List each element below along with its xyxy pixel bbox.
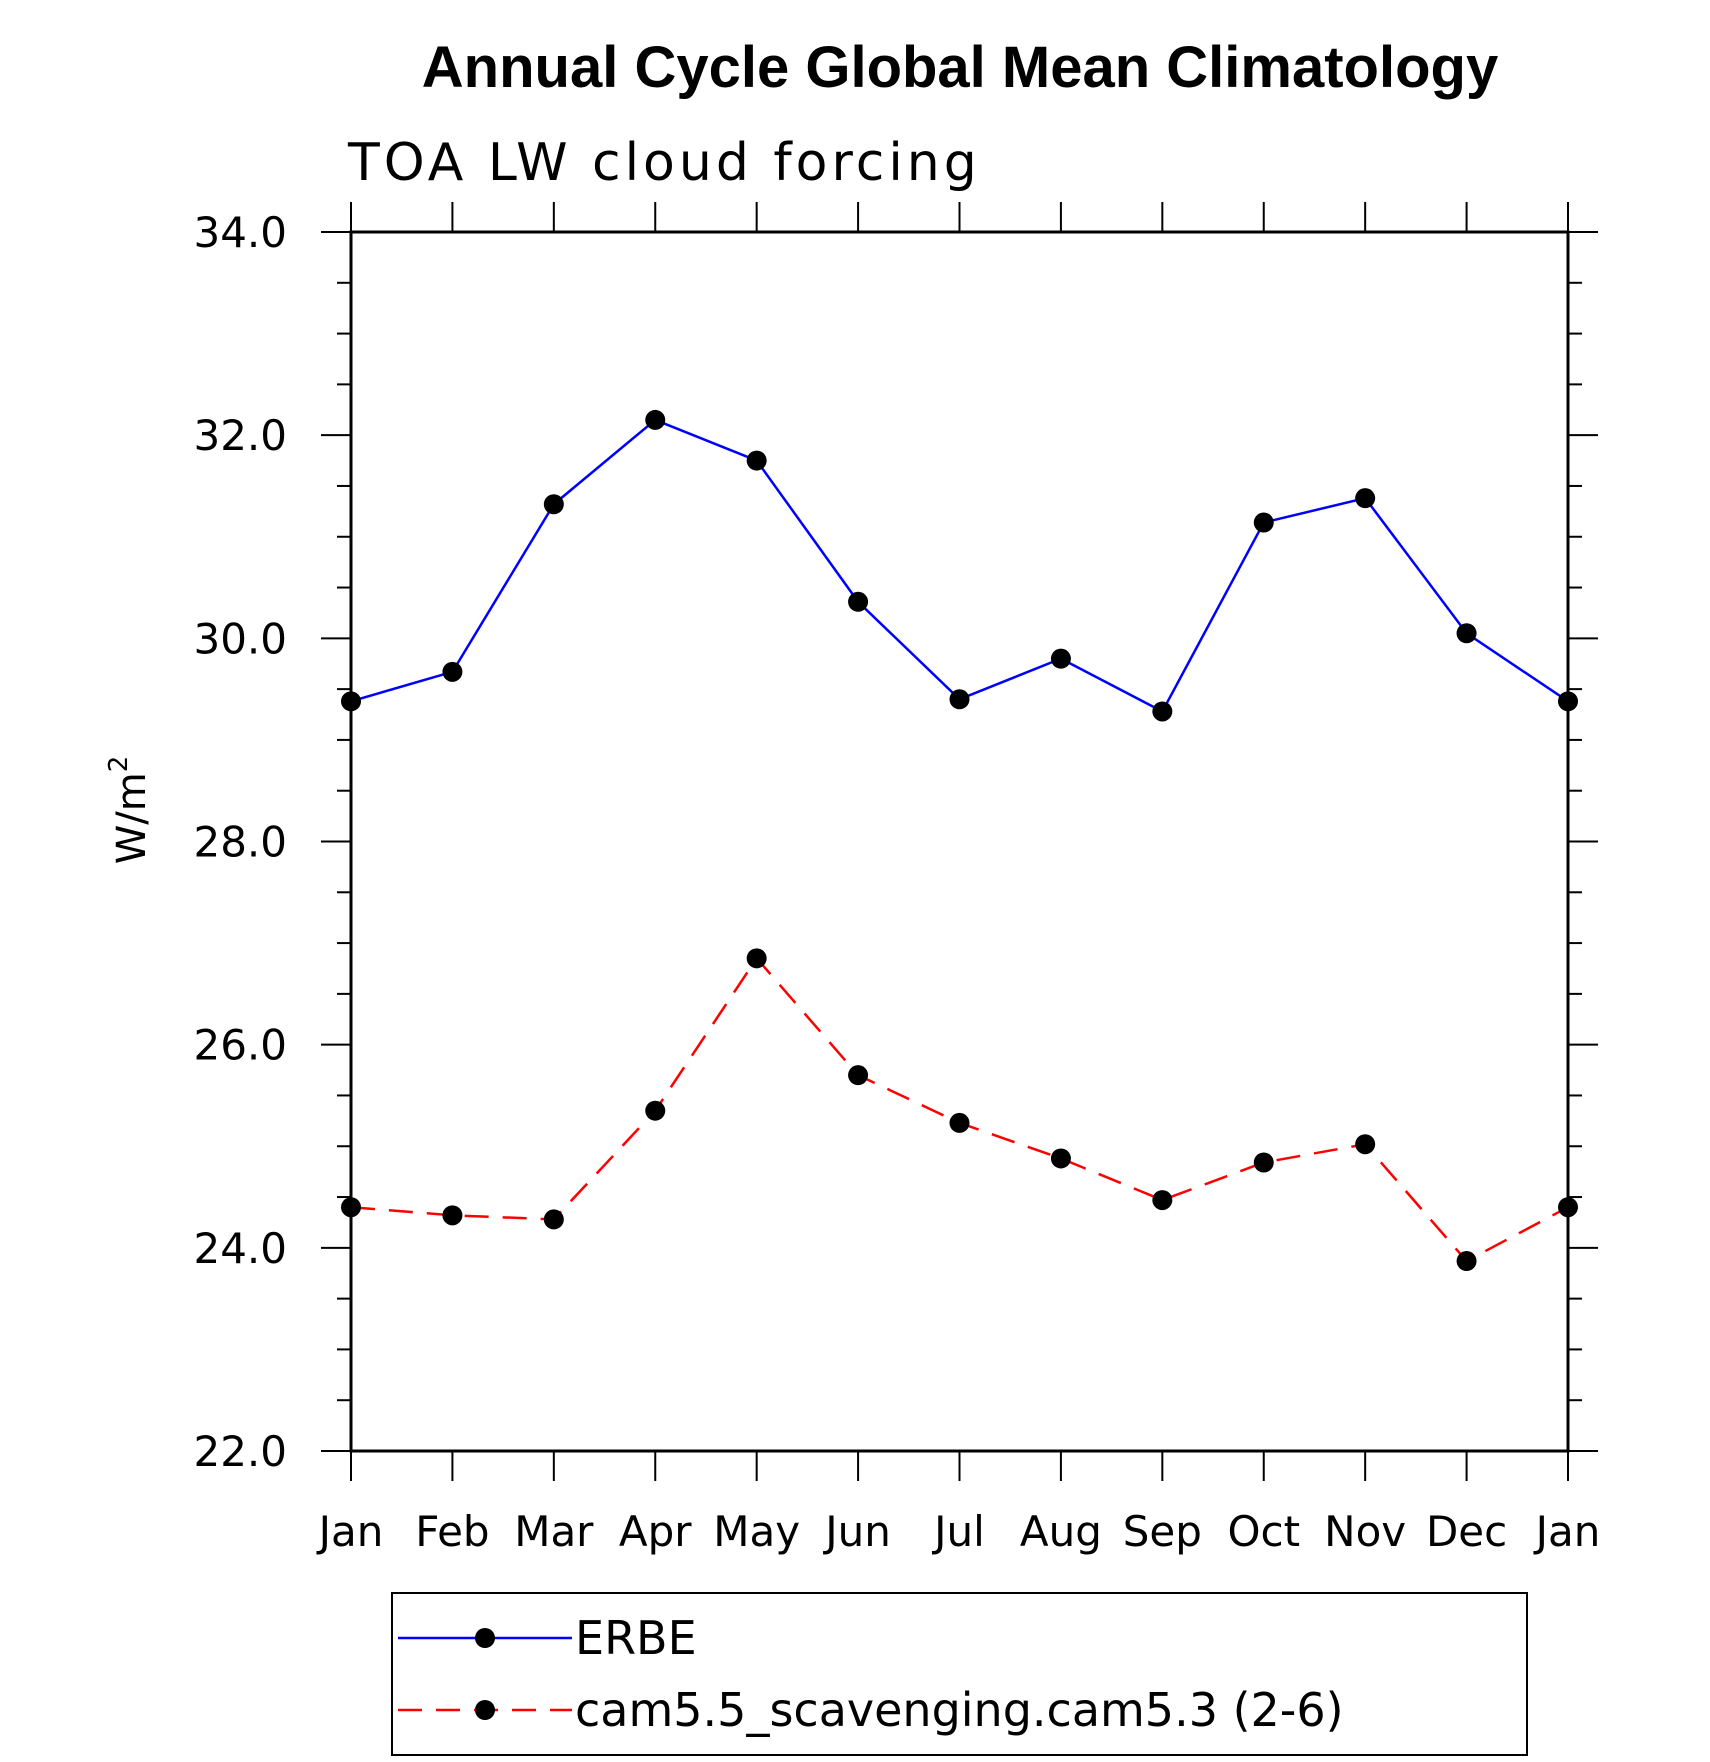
x-tick-label: May: [713, 1507, 800, 1556]
x-tick-label: Nov: [1324, 1507, 1406, 1556]
chart-title: Annual Cycle Global Mean Climatology: [422, 35, 1498, 100]
y-tick-label: 28.0: [193, 818, 287, 867]
y-tick-labels: 22.0 24.0 26.0 28.0 30.0 32.0 34.0: [193, 208, 287, 1476]
x-tick-label: Mar: [514, 1507, 594, 1556]
y-tick-label: 30.0: [193, 614, 287, 663]
data-point: [1152, 1190, 1173, 1211]
y-tick-label: 24.0: [193, 1224, 287, 1273]
x-tick-label: Oct: [1227, 1507, 1300, 1556]
y-axis-label-text: W/m: [109, 772, 155, 864]
x-tick-label: Jun: [822, 1507, 891, 1556]
data-point: [442, 661, 463, 682]
data-point: [1050, 648, 1071, 669]
data-point: [1253, 1152, 1274, 1173]
y-tick-label: 26.0: [193, 1021, 287, 1070]
legend-label: ERBE: [575, 1611, 697, 1665]
legend-marker: [475, 1700, 495, 1720]
legend-entry: ERBE: [398, 1611, 697, 1665]
y-axis-label: W/m2: [104, 756, 155, 865]
series-line: [350, 418, 1569, 714]
legend-box: [391, 1592, 1528, 1756]
x-tick-label: Jan: [1533, 1507, 1601, 1556]
data-point: [1355, 1134, 1376, 1155]
series-layer: [341, 409, 1578, 1272]
x-tick-label: Aug: [1020, 1507, 1102, 1556]
plot-frame: [349, 230, 1570, 1453]
data-point: [645, 1100, 666, 1121]
data-point: [543, 1209, 564, 1230]
data-point: [1558, 691, 1578, 712]
y-tick-label: 22.0: [193, 1427, 287, 1476]
data-point: [1152, 701, 1173, 722]
x-tick-label: Jul: [931, 1507, 985, 1556]
x-tick-label: Apr: [619, 1507, 692, 1556]
data-point: [1456, 623, 1477, 644]
data-point: [1050, 1148, 1071, 1169]
data-point: [442, 1205, 463, 1226]
data-point: [1456, 1251, 1477, 1272]
legend-label: cam5.5_scavenging.cam5.3 (2-6): [575, 1683, 1344, 1737]
data-point: [848, 1065, 869, 1086]
x-tick-label: Sep: [1123, 1507, 1202, 1556]
data-point: [746, 948, 767, 969]
series-line: [350, 956, 1569, 1263]
data-point: [1558, 1197, 1578, 1218]
legend-entry: cam5.5_scavenging.cam5.3 (2-6): [398, 1683, 1344, 1737]
x-tick-labels: Jan Feb Mar Apr May Jun Jul Aug Sep Oct Nov Dec Jan: [316, 1507, 1601, 1556]
data-point: [949, 689, 970, 710]
data-point: [341, 691, 361, 712]
legend-marker: [475, 1628, 495, 1648]
y-axis-label-superscript: 2: [104, 756, 134, 773]
y-tick-label: 34.0: [193, 208, 287, 257]
data-point: [341, 1197, 361, 1218]
data-point: [543, 494, 564, 515]
x-tick-label: Feb: [415, 1507, 489, 1556]
series-1: [341, 409, 1578, 722]
x-tick-label: Jan: [316, 1507, 384, 1556]
plot-border: [349, 230, 1570, 1453]
data-point: [1253, 512, 1274, 533]
x-tick-label: Dec: [1426, 1507, 1507, 1556]
series-2: [341, 948, 1578, 1272]
data-point: [848, 591, 869, 612]
axis-ticks: [321, 202, 1598, 1481]
svg-text:W/m2: W/m2: [104, 756, 155, 865]
data-point: [746, 450, 767, 471]
data-point: [1355, 488, 1376, 509]
legend: ERBE cam5.5_scavenging.cam5.3 (2-6): [391, 1592, 1528, 1756]
data-point: [645, 409, 666, 430]
data-point: [949, 1112, 970, 1133]
y-tick-label: 32.0: [193, 411, 287, 460]
chart-subtitle: TOA LW cloud forcing: [347, 133, 981, 193]
